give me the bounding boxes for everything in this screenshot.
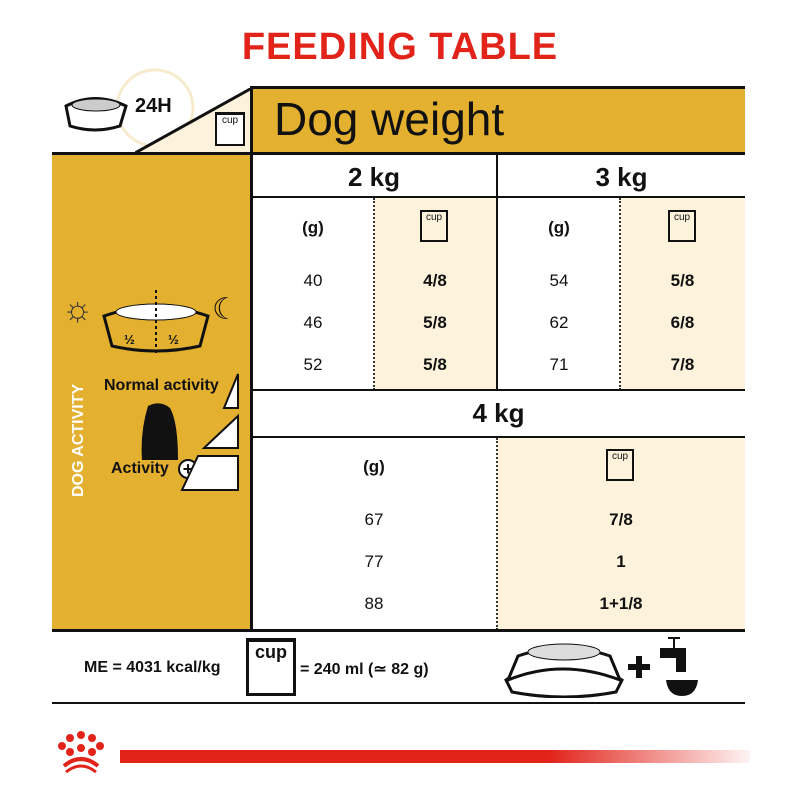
cup-icon-label: cup <box>221 115 239 126</box>
dog-silhouette-icon <box>141 403 178 460</box>
cup-icon-label: cup <box>425 212 443 223</box>
cup-icon: cup <box>668 210 696 242</box>
cup-value: 6/8 <box>670 313 695 332</box>
dog-activity-label: DOG ACTIVITY <box>70 383 87 497</box>
half-right: ½ <box>168 332 179 347</box>
weight-header-4kg: 4 kg <box>472 398 525 428</box>
grams-value: 52 <box>303 355 323 374</box>
grams-header: (g) <box>302 218 324 237</box>
cup-value: 7/8 <box>609 510 633 529</box>
cup-value: 4/8 <box>423 271 447 290</box>
cup-icon-label: cup <box>673 212 691 223</box>
moon-icon: ☾ <box>212 293 239 326</box>
dog-weight-title: Dog weight <box>274 93 505 145</box>
grams-value: 54 <box>549 271 569 290</box>
grams-value: 88 <box>364 594 384 613</box>
cup-icon: cup <box>606 449 634 481</box>
grams-value: 71 <box>549 355 569 374</box>
grams-header: (g) <box>548 218 570 237</box>
dog-weight-header: Dog weight <box>252 88 745 153</box>
dog-activity-panel <box>52 155 250 630</box>
normal-activity-label: Normal activity <box>104 377 219 394</box>
activity-plus-label: Activity <box>111 460 169 477</box>
royal-canin-crown-logo <box>58 731 104 774</box>
activity-levels-icon <box>180 373 239 491</box>
grams-value: 67 <box>364 510 384 529</box>
cup-value: 5/8 <box>670 271 695 290</box>
cup-icon-label: cup <box>611 451 629 462</box>
bowl-water-icon <box>504 637 698 698</box>
cup-value: 7/8 <box>670 355 695 374</box>
page-title: FEEDING TABLE <box>241 26 559 68</box>
sun-icon: ☼ <box>62 290 94 328</box>
hours-label: 24H <box>135 95 172 117</box>
cup-value: 1+1/8 <box>599 594 643 613</box>
cup-icon-label: cup <box>254 642 287 662</box>
grams-value: 40 <box>303 271 323 290</box>
weight-header-3kg: 3 kg <box>595 162 648 192</box>
grams-value: 62 <box>549 313 569 332</box>
bowl-icon <box>102 290 210 356</box>
half-left: ½ <box>124 332 135 347</box>
energy-label: ME = 4031 kcal/kg <box>84 659 221 676</box>
brand-red-bar <box>120 750 750 763</box>
grams-value: 46 <box>303 313 323 332</box>
cup-icon: cup <box>420 210 448 242</box>
grams-value: 77 <box>364 552 384 571</box>
grams-header: (g) <box>363 457 385 476</box>
weight-header-2kg: 2 kg <box>347 162 401 192</box>
cup-equivalence: = 240 ml (≃ 82 g) <box>300 661 429 678</box>
cup-value: 5/8 <box>423 313 447 332</box>
cup-icon: cup <box>215 112 245 146</box>
cup-icon: cup <box>246 638 296 696</box>
cup-value: 1 <box>616 552 626 571</box>
cup-value: 5/8 <box>423 355 447 374</box>
